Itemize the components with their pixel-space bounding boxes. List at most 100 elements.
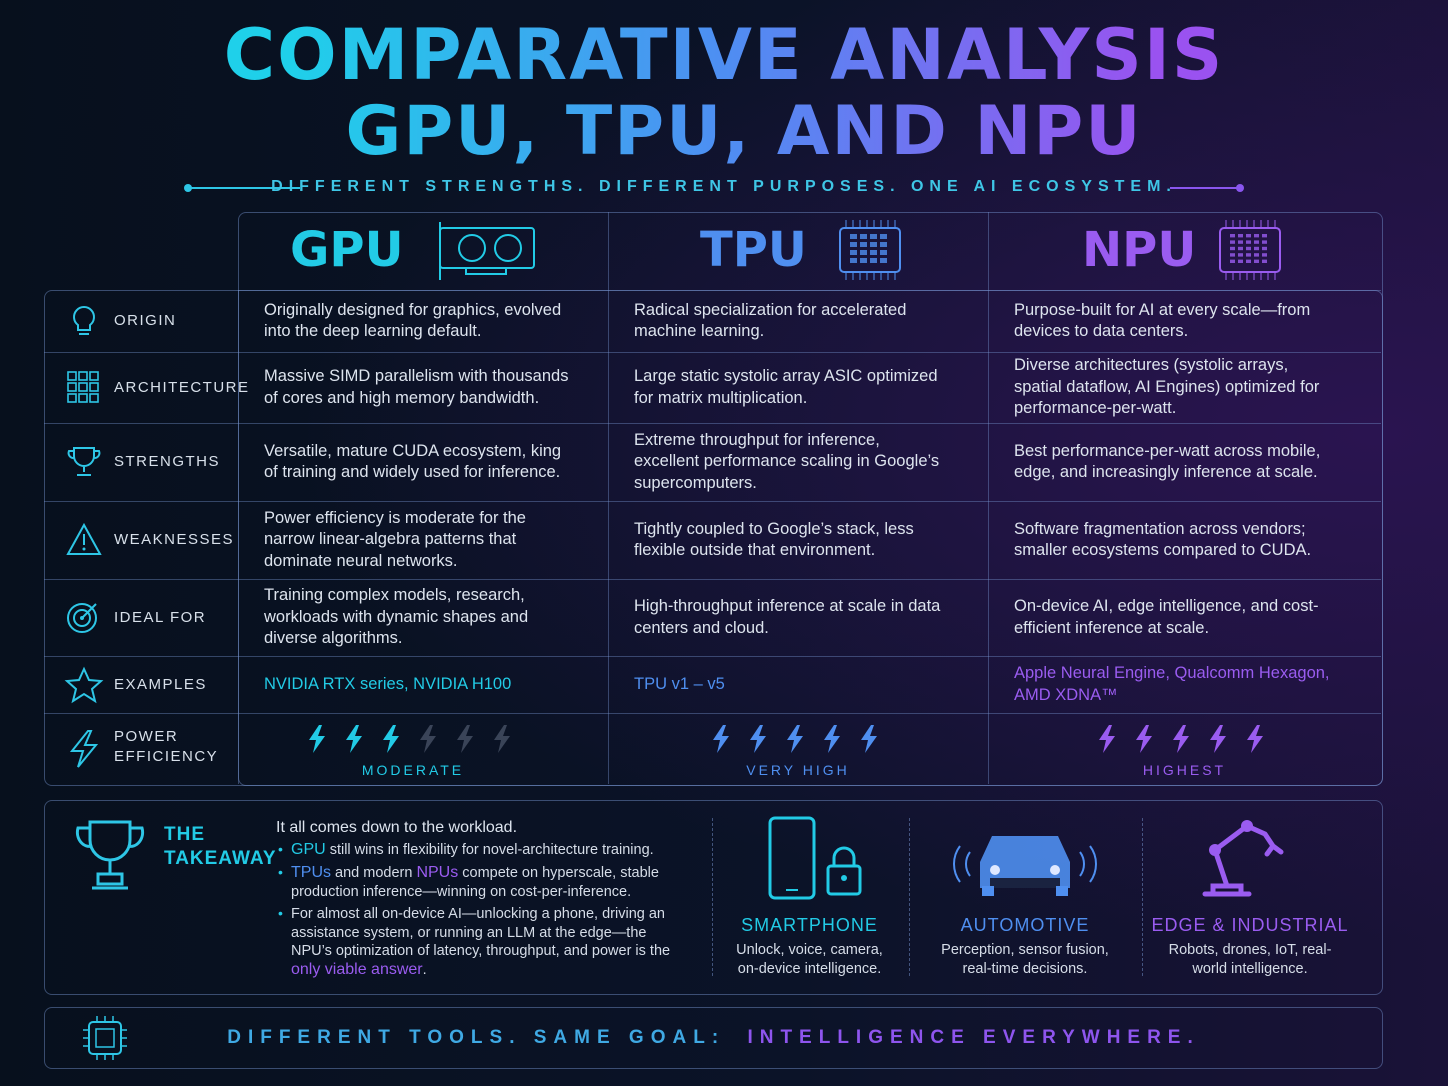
cell-text: NVIDIA RTX series, NVIDIA H100 bbox=[264, 674, 512, 693]
power-bolt-svg bbox=[494, 725, 510, 753]
power-bolt-svg bbox=[457, 725, 473, 753]
row-icon-svg bbox=[73, 306, 95, 335]
col-line bbox=[608, 212, 609, 784]
bullet-text: . bbox=[422, 961, 427, 978]
header-frame bbox=[238, 212, 1383, 786]
row-line bbox=[44, 423, 1381, 424]
power-bolt bbox=[822, 725, 844, 760]
use-case-title: EDGE & INDUSTRIAL bbox=[1151, 915, 1349, 935]
use-case-icon bbox=[1195, 808, 1305, 907]
bullet-text: GPU bbox=[291, 841, 326, 858]
use-case-text: Unlock, voice, camera, on-device intelli… bbox=[736, 942, 883, 977]
power-bolt bbox=[785, 725, 807, 760]
chip-icon bbox=[83, 1016, 127, 1060]
column-icon bbox=[1210, 218, 1314, 289]
column-icon-svg bbox=[439, 222, 535, 280]
power-bolt bbox=[1097, 725, 1119, 760]
cell-text: Software fragmentation across vendors; s… bbox=[1014, 519, 1312, 560]
power-bolt-svg bbox=[786, 725, 803, 753]
divider bbox=[909, 818, 910, 976]
power-bolt-svg bbox=[1173, 725, 1189, 753]
row-icon bbox=[66, 729, 106, 774]
row-label: IDEAL FOR bbox=[114, 608, 207, 626]
use-case-title: AUTOMOTIVE bbox=[960, 915, 1090, 935]
trophy-icon-svg bbox=[75, 820, 145, 890]
row-icon-svg bbox=[67, 370, 99, 403]
cell-text: Purpose-built for AI at every scale—from… bbox=[1014, 300, 1311, 341]
footer-text: DIFFERENT TOOLS. SAME GOAL: bbox=[227, 1027, 726, 1048]
use-case-icon bbox=[940, 822, 1110, 903]
cell-text: Best performance-per-watt across mobile,… bbox=[1014, 441, 1321, 482]
cell-text: Large static systolic array ASIC optimiz… bbox=[634, 367, 938, 407]
row-icon-svg bbox=[66, 522, 102, 555]
column-icon-svg bbox=[839, 220, 901, 280]
bullet-text: NPUs bbox=[416, 864, 459, 881]
row-line bbox=[44, 579, 1381, 580]
row-label: EXAMPLES bbox=[114, 675, 207, 693]
bullet-text: compete on hyperscale, stable production… bbox=[291, 865, 659, 900]
bullet-dot: • bbox=[278, 864, 283, 880]
takeaway-intro: It all comes down to the workload. bbox=[276, 819, 518, 836]
power-bolt bbox=[307, 725, 329, 760]
row-icon bbox=[64, 520, 104, 565]
power-bolt-svg bbox=[1247, 725, 1263, 753]
bullet: For almost all on-device AI—unlocking a … bbox=[291, 905, 691, 979]
bullet-text: For almost all on-device AI—unlocking a … bbox=[291, 906, 671, 959]
takeaway-heading: THE TAKEAWAY bbox=[164, 824, 277, 869]
row-icon-svg bbox=[64, 666, 104, 703]
title: COMPARATIVE ANALYSIS bbox=[0, 14, 1448, 96]
col-line bbox=[988, 212, 989, 784]
power-rating-label: VERY HIGH bbox=[746, 762, 850, 778]
column-icon-svg bbox=[1219, 220, 1281, 280]
column-header: TPU bbox=[700, 222, 807, 278]
cell-text: Massive SIMD parallelism with thousands … bbox=[264, 367, 569, 407]
column-header: GPU bbox=[290, 222, 404, 278]
power-bolt-svg bbox=[420, 725, 436, 753]
cell-text: TPU v1 – v5 bbox=[634, 674, 725, 693]
cell-text: Power efficiency is moderate for the nar… bbox=[264, 508, 526, 570]
row-label: STRENGTHS bbox=[114, 453, 221, 470]
row-icon-svg bbox=[67, 447, 101, 476]
power-bolt bbox=[381, 725, 403, 760]
power-bolt-svg bbox=[383, 725, 399, 753]
column-icon bbox=[830, 218, 934, 289]
power-bolt bbox=[1245, 725, 1267, 760]
power-bolt-svg bbox=[860, 725, 877, 753]
row-line bbox=[44, 352, 1381, 353]
power-bolt bbox=[1171, 725, 1193, 760]
cell-text: Radical specialization for accelerated m… bbox=[634, 300, 907, 341]
row-label: ORIGIN bbox=[114, 312, 177, 329]
power-bolt bbox=[1208, 725, 1230, 760]
bullet-text: only viable answer bbox=[291, 960, 423, 978]
row-icon bbox=[64, 665, 104, 710]
power-bolt-svg bbox=[1136, 725, 1152, 753]
power-bolt bbox=[492, 725, 514, 760]
row-label: ARCHITECTURE bbox=[114, 378, 250, 396]
row-icon-svg bbox=[67, 602, 97, 633]
bullet-text: still wins in flexibility for novel-arch… bbox=[325, 842, 654, 858]
use-case-text: Perception, sensor fusion, real-time dec… bbox=[941, 942, 1109, 977]
power-bolt bbox=[455, 725, 477, 760]
power-bolt bbox=[748, 725, 770, 760]
power-rating-label: MODERATE bbox=[361, 762, 465, 778]
use-case-icon-svg bbox=[953, 836, 1097, 896]
row-icon bbox=[64, 368, 104, 413]
row-line bbox=[44, 713, 1381, 714]
subtitle-rule bbox=[184, 184, 1244, 192]
cell-text: High-throughput inference at scale in da… bbox=[634, 597, 941, 637]
power-bolt-svg bbox=[749, 725, 766, 753]
row-line bbox=[44, 656, 1381, 657]
power-bolt bbox=[1134, 725, 1156, 760]
row-line bbox=[238, 290, 1381, 291]
column-icon bbox=[436, 218, 540, 289]
use-case-icon bbox=[764, 816, 874, 907]
power-rating-label: HIGHEST bbox=[1142, 762, 1227, 778]
row-icon bbox=[64, 598, 104, 643]
row-label: POWER EFFICIENCY bbox=[114, 727, 219, 765]
power-bolt bbox=[859, 725, 881, 760]
use-case-icon-svg bbox=[1202, 820, 1284, 897]
row-label: WEAKNESSES bbox=[114, 531, 235, 548]
bullet-dot: • bbox=[278, 841, 283, 857]
column-header: NPU bbox=[1082, 222, 1197, 278]
cell-text: Training complex models, research, workl… bbox=[264, 586, 529, 648]
